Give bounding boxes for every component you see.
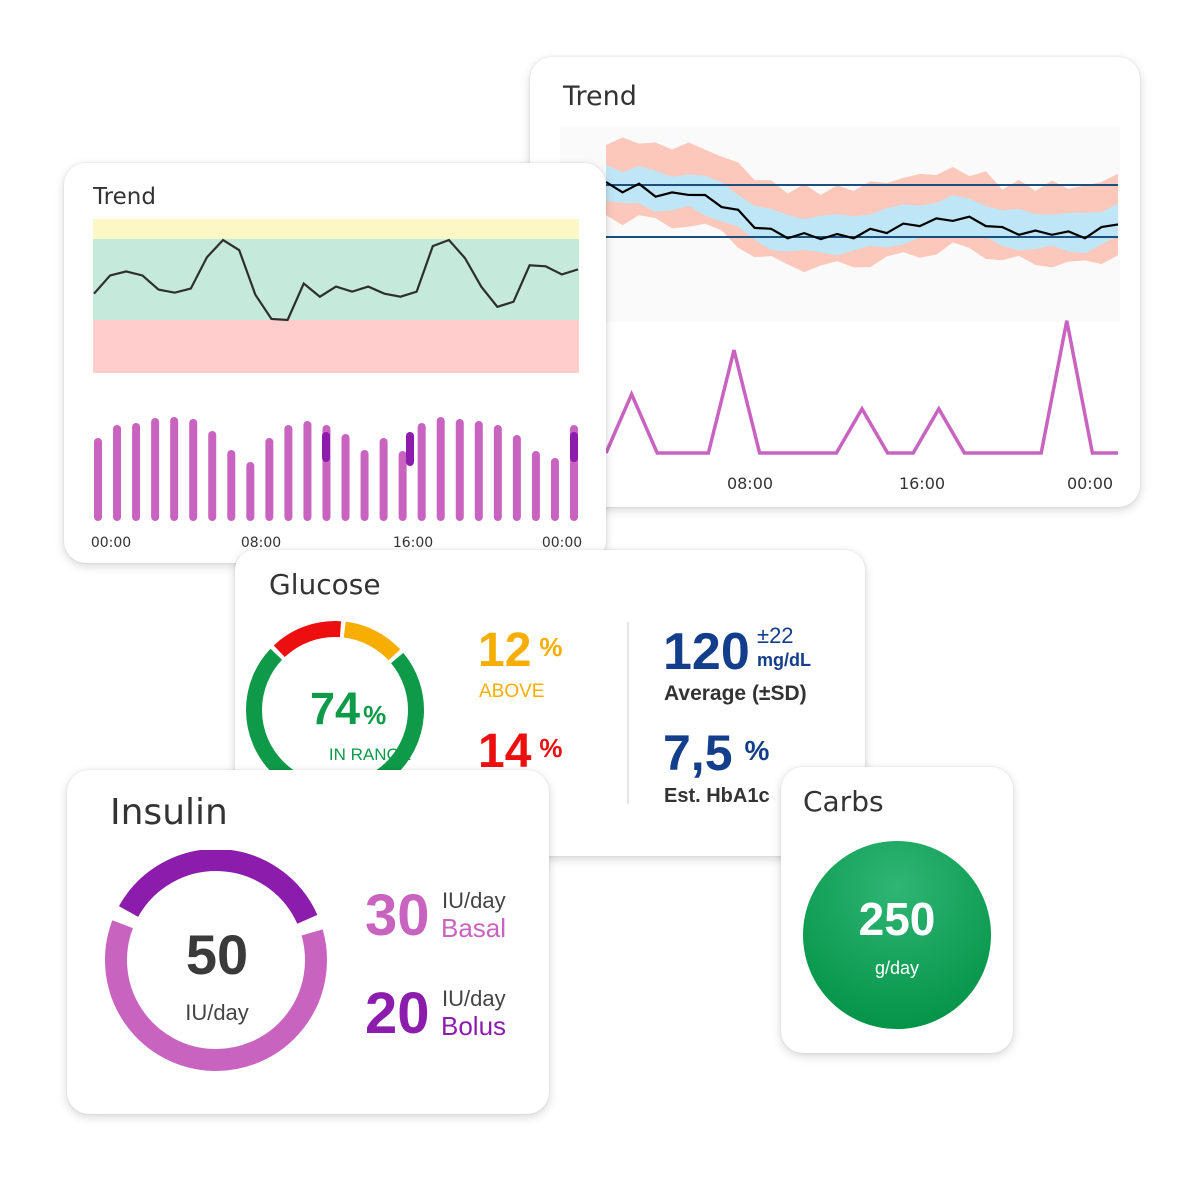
divider (627, 622, 629, 804)
x-tick-label: 00:00 (1067, 474, 1113, 493)
carbs-value: 250 (858, 893, 936, 945)
inner-percentile-band (606, 165, 1118, 256)
insulin-ring (105, 850, 327, 1071)
below-value: 14% (478, 725, 563, 778)
insulin-card[interactable]: Insulin 50 IU/day 30 IU/day Basal 20 IU/… (67, 770, 549, 1114)
in-range-value: 74% (310, 683, 387, 734)
hba1c-value: 7,5% (663, 725, 770, 781)
basal-arc (105, 920, 327, 1071)
average-unit: mg/dL (757, 650, 811, 670)
trend-large-chart: 08:00 16:00 00:00 (560, 127, 1120, 493)
x-tick-label: 00:00 (542, 535, 582, 551)
target-zone (93, 239, 579, 320)
bolus-unit: IU/day (442, 986, 506, 1011)
basal-value: 30 (365, 883, 430, 948)
high-zone (93, 219, 579, 239)
insulin-title: Insulin (110, 792, 228, 833)
below-range-arc (273, 621, 342, 658)
glucose-card[interactable]: Glucose 74% IN RANGE 12% ABOVE 14% 120 ±… (235, 550, 865, 856)
carbs-card[interactable]: Carbs 250 g/day (781, 767, 1013, 1053)
x-tick-label: 16:00 (393, 535, 433, 551)
glucose-line (93, 238, 579, 322)
insulin-bars (94, 417, 578, 521)
x-tick-label: 08:00 (241, 535, 281, 551)
insulin-total-unit: IU/day (185, 1000, 249, 1025)
trend-card-small[interactable]: Trend 00:00 08:00 16:00 00:00 (64, 163, 606, 563)
insulin-spike-line (604, 320, 1118, 455)
trend-card-large[interactable]: Trend 08:00 16:00 00:00 (530, 57, 1140, 507)
above-label: ABOVE (479, 681, 545, 702)
trend-small-title: Trend (93, 184, 156, 210)
low-zone (93, 320, 579, 373)
trend-large-title: Trend (563, 81, 637, 112)
x-tick-label: 00:00 (91, 535, 131, 551)
bolus-arc (118, 850, 318, 925)
above-value: 12% (478, 624, 563, 677)
basal-label: Basal (441, 913, 507, 943)
average-sd: ±22 (757, 623, 794, 648)
glucose-median-line (605, 181, 1119, 241)
in-range-label: IN RANGE (328, 745, 412, 764)
glucose-title: Glucose (269, 568, 381, 601)
insulin-total-value: 50 (185, 923, 249, 986)
carbs-title: Carbs (803, 785, 884, 818)
basal-unit: IU/day (442, 888, 506, 913)
carbs-unit: g/day (874, 958, 920, 978)
hba1c-label: Est. HbA1c (664, 785, 770, 807)
bolus-label: Bolus (441, 1011, 507, 1041)
trend-small-chart: 00:00 08:00 16:00 00:00 (91, 219, 582, 551)
average-label: Average (±SD) (664, 682, 807, 705)
average-value: 120 (663, 623, 750, 681)
above-range-arc (343, 621, 401, 661)
bolus-value: 20 (365, 981, 430, 1046)
carbs-circle (803, 841, 991, 1029)
x-tick-label: 08:00 (727, 474, 773, 493)
x-tick-label: 16:00 (899, 474, 945, 493)
